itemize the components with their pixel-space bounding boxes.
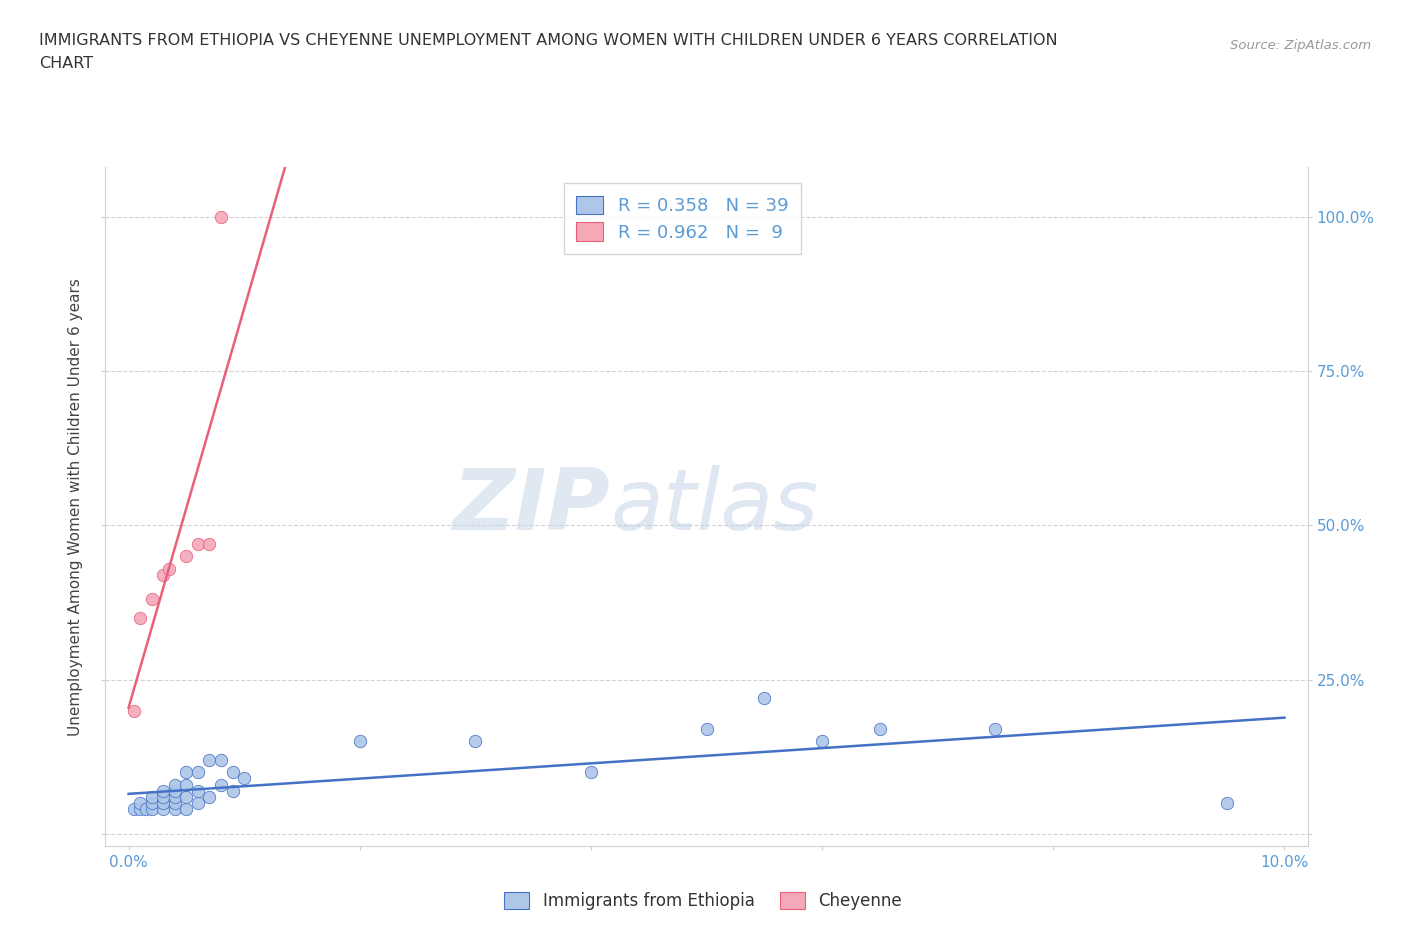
Text: IMMIGRANTS FROM ETHIOPIA VS CHEYENNE UNEMPLOYMENT AMONG WOMEN WITH CHILDREN UNDE: IMMIGRANTS FROM ETHIOPIA VS CHEYENNE UNE… [39, 33, 1057, 47]
Point [198, 752, 221, 767]
Point [221, 764, 243, 779]
Point [141, 790, 163, 804]
Point [209, 777, 232, 792]
Point [187, 796, 209, 811]
Legend: Immigrants from Ethiopia, Cheyenne: Immigrants from Ethiopia, Cheyenne [498, 885, 908, 917]
Point [163, 796, 186, 811]
Point [176, 790, 198, 804]
Point [135, 802, 157, 817]
Point [163, 777, 186, 792]
Point [176, 764, 198, 779]
Point [141, 802, 163, 817]
Text: CHART: CHART [39, 56, 93, 71]
Point [984, 722, 1007, 737]
Point [233, 771, 256, 786]
Point [221, 783, 243, 798]
Point [209, 752, 232, 767]
Text: atlas: atlas [610, 465, 818, 549]
Point [187, 764, 209, 779]
Point [152, 802, 174, 817]
Point [124, 802, 146, 817]
Point [187, 783, 209, 798]
Point [152, 790, 174, 804]
Point [464, 734, 486, 749]
Point [349, 734, 371, 749]
Point [869, 722, 891, 737]
Point [187, 537, 209, 551]
Point [696, 722, 718, 737]
Point [141, 796, 163, 811]
Point [176, 777, 198, 792]
Point [198, 537, 221, 551]
Point [579, 764, 602, 779]
Point [163, 783, 186, 798]
Point [811, 734, 834, 749]
Legend: R = 0.358   N = 39, R = 0.962   N =  9: R = 0.358 N = 39, R = 0.962 N = 9 [564, 183, 801, 255]
Point [176, 549, 198, 564]
Point [152, 796, 174, 811]
Point [152, 567, 174, 582]
Point [157, 561, 180, 576]
Point [152, 783, 174, 798]
Point [129, 802, 152, 817]
Text: ZIP: ZIP [453, 465, 610, 549]
Point [209, 209, 232, 224]
Point [124, 703, 146, 718]
Point [163, 802, 186, 817]
Point [1215, 796, 1237, 811]
Point [198, 790, 221, 804]
Point [129, 796, 152, 811]
Y-axis label: Unemployment Among Women with Children Under 6 years: Unemployment Among Women with Children U… [67, 278, 83, 736]
Point [754, 691, 776, 706]
Text: Source: ZipAtlas.com: Source: ZipAtlas.com [1230, 39, 1371, 52]
Point [176, 802, 198, 817]
Point [129, 610, 152, 625]
Point [163, 790, 186, 804]
Point [141, 592, 163, 607]
